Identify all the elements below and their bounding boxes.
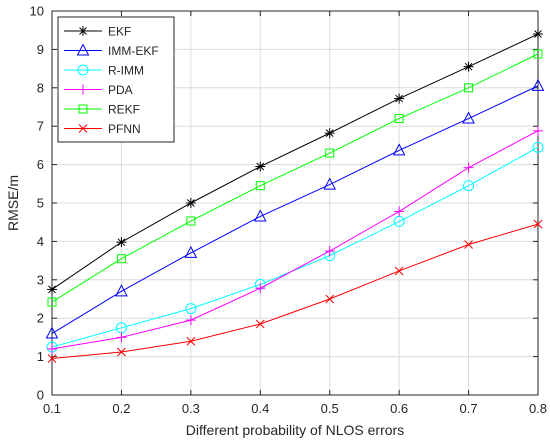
data-point-rekf (255, 181, 265, 191)
legend-label: EKF (108, 25, 131, 39)
data-point-ekf (47, 284, 57, 295)
legend-label: R-IMM (108, 64, 144, 78)
legend-label: PDA (108, 83, 133, 97)
series-ekf (47, 29, 543, 295)
y-tick-label: 5 (37, 196, 44, 211)
data-point-rekf (47, 297, 57, 307)
axis-ticks: 0.1 0.2 0.3 0.4 0.5 0.6 0.7 0.8 0 1 2 3 4 5 6 7 8 9 10 (30, 4, 548, 417)
legend-box (57, 16, 175, 143)
data-point-rekf (464, 83, 474, 93)
data-point-pda (47, 343, 57, 354)
legend-marker (78, 26, 88, 36)
y-tick-label: 10 (30, 4, 44, 19)
legend-entry-r-imm: R-IMM (64, 64, 144, 78)
y-tick-label: 9 (37, 42, 44, 57)
data-point-imm-ekf (45, 326, 59, 339)
y-tick-label: 1 (37, 349, 44, 364)
x-tick-label: 0.1 (43, 401, 61, 416)
data-point-pfnn (255, 319, 265, 329)
y-tick-label: 4 (37, 234, 44, 249)
data-point-pfnn (186, 336, 196, 346)
data-point-imm-ekf (115, 284, 128, 297)
data-point-pda (185, 315, 196, 326)
series-line-pfnn (51, 223, 539, 360)
legend-marker (78, 104, 88, 114)
legend-marker (77, 64, 89, 76)
data-point-imm-ekf (184, 245, 198, 258)
y-axis-label: RMSE/m (5, 175, 21, 231)
legend-label: IMM-EKF (108, 44, 159, 58)
data-point-ekf (185, 198, 196, 208)
data-point-r-imm (532, 141, 544, 153)
legend-marker (78, 84, 88, 95)
data-point-rekf (533, 49, 543, 59)
data-point-ekf (255, 161, 266, 172)
data-point-ekf (116, 237, 127, 248)
data-point-pfnn (325, 294, 335, 304)
series-imm-ekf (45, 78, 545, 339)
x-tick-label: 0.2 (112, 401, 130, 416)
legend-entry-pfnn: PFNN (64, 122, 141, 136)
y-tick-label: 0 (37, 388, 44, 403)
data-point-imm-ekf (253, 209, 267, 222)
legend-marker (76, 43, 90, 56)
data-point-r-imm (185, 303, 197, 315)
x-tick-label: 0.6 (390, 401, 408, 416)
x-tick-label: 0.8 (529, 401, 547, 416)
data-point-pfnn (47, 354, 57, 363)
data-point-pda (255, 283, 266, 294)
data-point-r-imm (463, 180, 475, 192)
legend-entry-rekf: REKF (64, 103, 140, 117)
legend-marker (78, 124, 88, 133)
series-line-imm-ekf (51, 85, 539, 334)
data-point-pda (324, 246, 335, 256)
data-point-ekf (463, 61, 474, 72)
legend-entry-pda: PDA (64, 83, 133, 97)
data-point-pfnn (394, 266, 404, 276)
x-tick-label: 0.5 (321, 401, 339, 416)
data-point-rekf (394, 114, 404, 124)
series-line-ekf (51, 33, 539, 290)
data-point-rekf (116, 254, 126, 264)
data-point-imm-ekf (323, 177, 337, 190)
data-point-pda (463, 162, 474, 173)
series-line-rekf (51, 53, 539, 303)
data-point-imm-ekf (392, 143, 406, 156)
series-pfnn (47, 219, 543, 363)
series-layer (45, 29, 545, 363)
data-point-pfnn (533, 219, 543, 229)
data-point-ekf (394, 93, 405, 104)
x-axis-label: Different probability of NLOS errors (186, 422, 404, 438)
legend: EKF IMM-EKF R-IMM PDA REKF PFNN (57, 16, 175, 143)
data-point-pda (116, 332, 127, 343)
data-point-pda (533, 125, 543, 136)
series-line-pda (51, 130, 539, 350)
legend-label: PFNN (108, 122, 141, 136)
y-tick-label: 2 (37, 311, 44, 326)
legend-entry-ekf: EKF (64, 25, 131, 39)
y-tick-label: 6 (37, 157, 44, 172)
x-tick-label: 0.7 (460, 401, 478, 416)
data-point-ekf (533, 29, 543, 40)
series-rekf (47, 49, 543, 307)
x-tick-label: 0.3 (182, 401, 200, 416)
y-tick-label: 7 (37, 119, 44, 134)
data-point-pfnn (464, 240, 473, 249)
legend-label: REKF (108, 103, 140, 117)
y-tick-label: 3 (37, 272, 44, 287)
x-tick-label: 0.4 (251, 401, 269, 416)
data-point-ekf (324, 128, 335, 139)
y-tick-label: 8 (37, 80, 44, 95)
data-point-imm-ekf (462, 111, 475, 124)
data-point-pfnn (117, 347, 126, 357)
data-point-pda (394, 206, 405, 217)
data-point-rekf (325, 148, 335, 158)
data-point-rekf (186, 216, 196, 226)
data-point-imm-ekf (531, 78, 545, 91)
legend-entry-imm-ekf: IMM-EKF (64, 43, 159, 58)
series-pda (47, 125, 543, 354)
